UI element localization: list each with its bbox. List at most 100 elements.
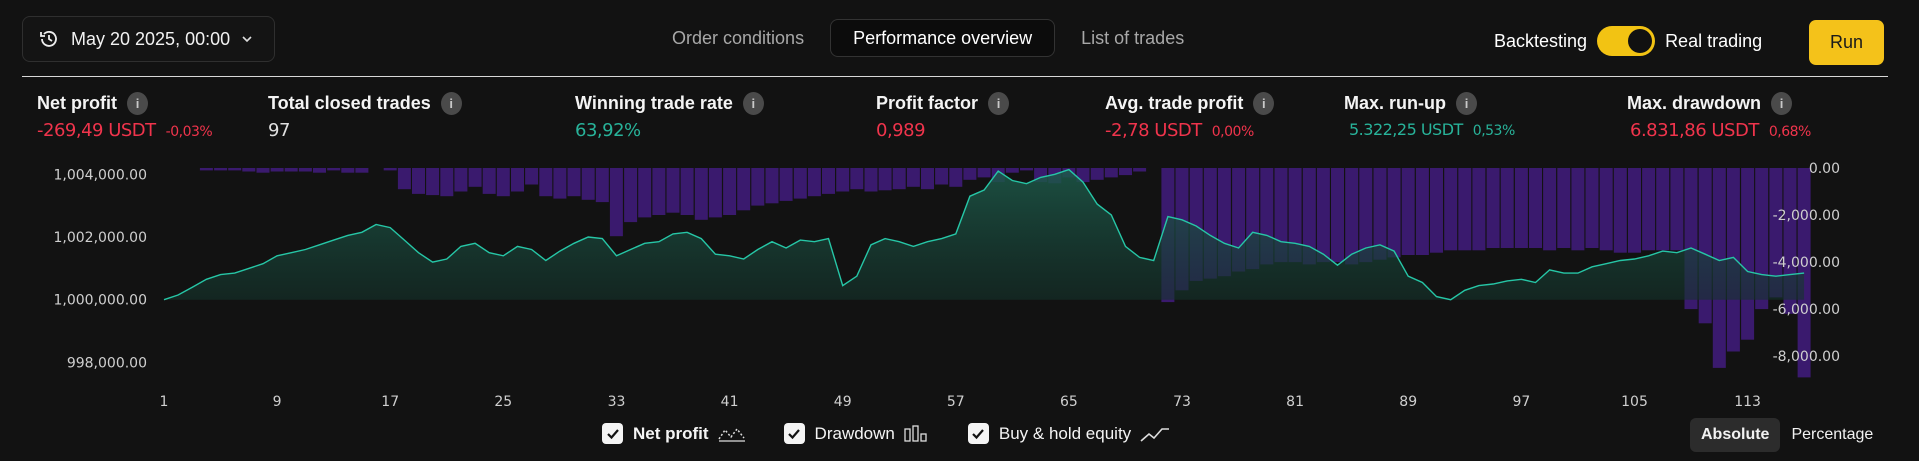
drawdown-bar [1090,168,1104,180]
drawdown-bar [327,168,341,171]
drawdown-bar [850,168,864,190]
drawdown-bar [723,168,737,215]
drawdown-bar [1331,168,1344,263]
header-divider [22,76,1888,77]
right-tick-label: -2,000.00 [1773,208,1840,224]
drawdown-bar [1486,168,1500,248]
left-tick-label: 1,000,000.00 [53,293,147,309]
drawdown-bar [609,168,623,237]
performance-chart[interactable]: 1,004,000.00 1,002,000.00 1,000,000.00 998,… [0,150,1919,420]
metric-net-profit: Net profit i -269,49 USDT -0,03% [37,92,213,141]
scale-switch: Absolute Percentage [1690,418,1884,452]
info-icon[interactable]: i [1771,92,1793,115]
metric-total-closed-trades: Total closed trades i 97 [268,92,462,141]
legend-drawdown[interactable]: Drawdown [783,423,930,444]
drawdown-bar [426,168,440,196]
left-tick-label: 998,000.00 [67,356,147,372]
drawdown-bar [1741,168,1755,340]
mode-toggle[interactable] [1597,26,1656,56]
tab-order-conditions[interactable]: Order conditions [672,27,805,48]
drawdown-bar [454,168,468,192]
drawdown-bar [214,168,228,171]
drawdown-bar [1387,168,1401,258]
info-icon[interactable]: i [742,92,764,115]
metric-title: Net profit [37,93,117,113]
drawdown-bar [496,168,510,197]
drawdown-bar [1359,168,1373,263]
drawdown-bar [977,168,991,178]
drawdown-bar [1514,168,1528,248]
history-icon [39,29,59,49]
x-tick-label: 97 [1512,394,1530,410]
mode-real-trading-label: Real trading [1665,30,1763,51]
checkbox-checked-icon[interactable] [602,423,623,444]
info-icon[interactable]: i [988,92,1010,115]
drawdown-bar [1415,168,1429,255]
view-tabs: Order conditions Performance overview Li… [650,18,1210,58]
info-icon[interactable]: i [127,92,148,115]
x-tick-label: 57 [947,394,965,410]
trend-line-icon [1140,425,1170,443]
x-tick-label: 73 [1173,394,1191,410]
drawdown-bar [313,168,326,173]
x-tick-label: 81 [1286,394,1304,410]
date-picker[interactable]: May 20 2025, 00:00 [22,16,275,62]
net-profit-line [163,168,1805,301]
drawdown-bar [539,168,553,197]
drawdown-bar [1373,168,1387,260]
tab-list-of-trades[interactable]: List of trades [1081,27,1185,48]
drawdown-bar [355,168,369,173]
tab-performance-overview[interactable]: Performance overview [830,19,1056,57]
toggle-knob [1628,29,1653,53]
left-axis-ticks: 1,004,000.00 1,002,000.00 1,000,000.00 998,… [53,167,147,371]
metric-max-drawdown: Max. drawdown i 6.831,86 USDT 0,68% [1627,92,1811,141]
drawdown-bar [511,168,524,192]
drawdown-bar [1500,168,1514,248]
info-icon[interactable]: i [440,92,462,115]
left-tick-label: 1,004,000.00 [53,167,147,183]
scale-absolute-button[interactable]: Absolute [1690,418,1781,452]
metric-max-run-up: Max. run-up i 5.322,25 USDT 0,53% [1344,92,1515,139]
drawdown-bar [737,168,751,211]
drawdown-bar [652,168,666,215]
drawdown-bar [270,168,284,172]
drawdown-bar [638,168,652,218]
drawdown-bar [567,168,581,197]
drawdown-bar [1698,168,1712,324]
drawdown-bar [864,168,878,192]
drawdown-bar [666,168,680,213]
metric-percent: -0,03% [165,124,213,140]
metric-percent: 0,53% [1472,123,1515,139]
drawdown-bar [694,168,708,220]
right-tick-label: 0.00 [1809,161,1840,177]
x-tick-label: 25 [494,394,512,410]
drawdown-bar [1302,168,1316,265]
drawdown-bar [581,168,595,200]
legend-buy-hold-equity[interactable]: Buy & hold equity [967,423,1170,444]
scale-percentage-button[interactable]: Percentage [1791,426,1874,443]
metric-title: Profit factor [876,93,979,113]
metric-profit-factor: Profit factor i 0,989 [876,92,1010,141]
metric-avg-trade-profit: Avg. trade profit i -2,78 USDT 0,00% [1105,92,1275,141]
checkbox-checked-icon[interactable] [783,423,805,444]
drawdown-bar [1543,168,1557,251]
drawdown-bar [1670,168,1684,251]
metric-value: 0,989 [876,120,926,141]
x-tick-label: 33 [608,394,626,410]
drawdown-bar [553,168,567,199]
metric-value: 63,92% [575,120,641,141]
metric-value: -2,78 USDT [1105,120,1202,141]
checkbox-checked-icon[interactable] [967,423,989,444]
info-icon[interactable]: i [1456,92,1477,115]
drawdown-bar [468,168,482,187]
legend-net-profit[interactable]: Net profit [602,423,746,444]
drawdown-bar [412,168,425,194]
info-icon[interactable]: i [1253,92,1275,115]
drawdown-bar [284,168,298,172]
drawdown-bar [779,168,793,201]
drawdown-bar [1472,168,1486,251]
drawdown-bar [708,168,722,218]
run-button[interactable]: Run [1809,20,1884,65]
mode-switch: Backtesting Real trading [1494,26,1762,56]
drawdown-bar [1599,168,1613,251]
